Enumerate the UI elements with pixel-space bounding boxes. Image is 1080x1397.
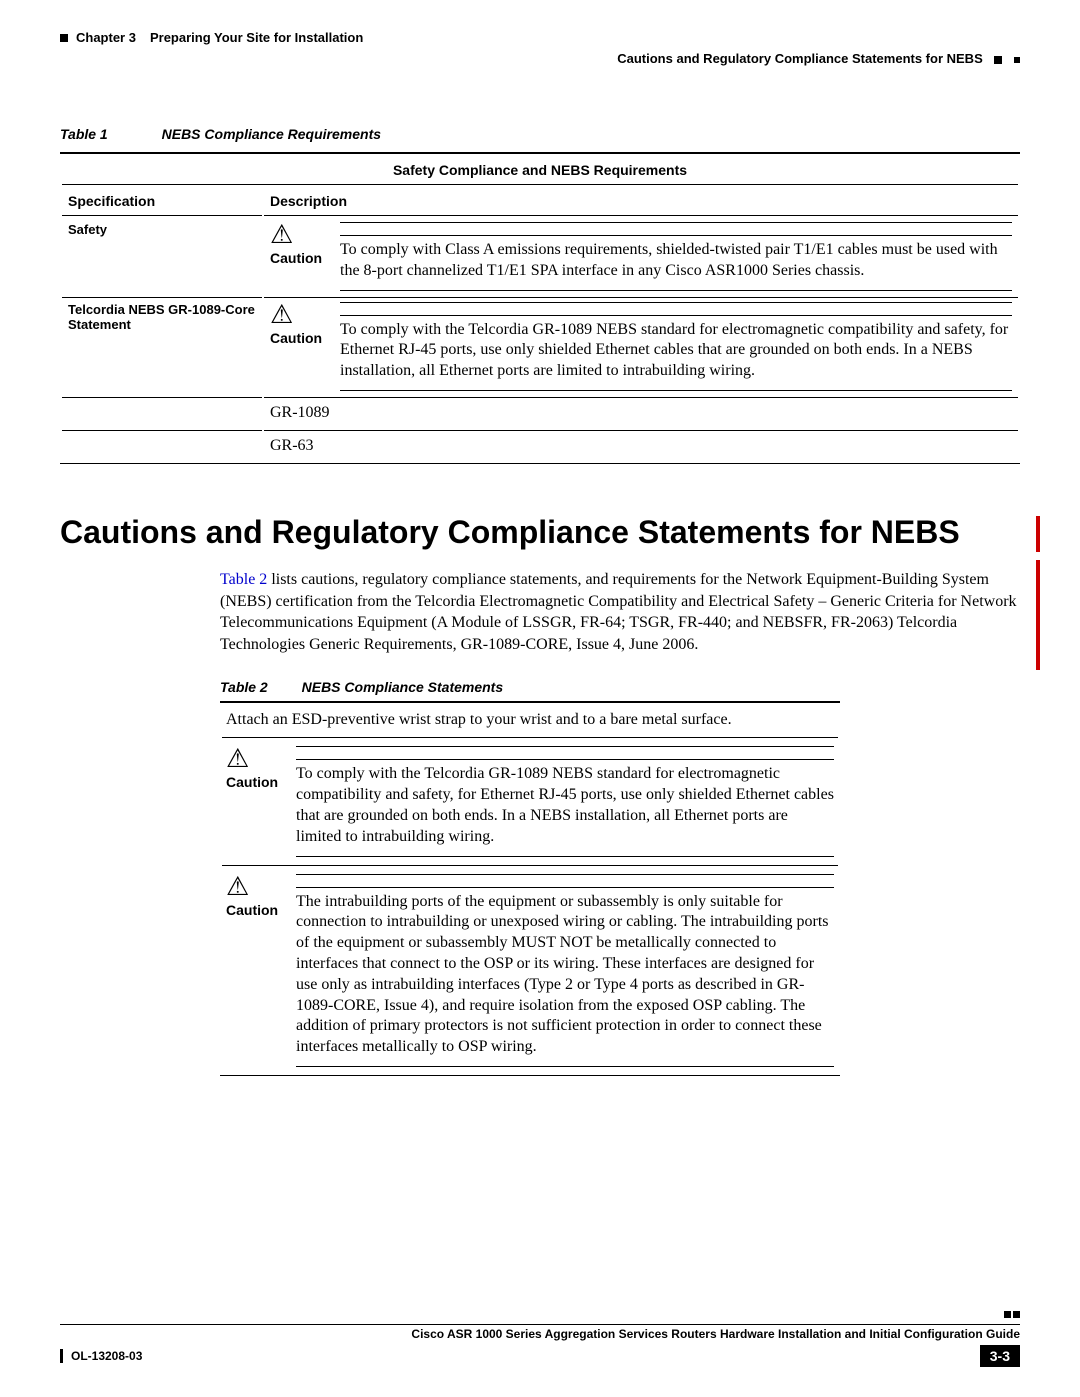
caution-text: To comply with the Telcordia GR-1089 NEB…: [340, 320, 1012, 382]
footer-doc-title: Cisco ASR 1000 Series Aggregation Servic…: [60, 1324, 1020, 1341]
footer-bar-icon: [60, 1349, 63, 1363]
table2: Attach an ESD-preventive wrist strap to …: [220, 701, 840, 1076]
chapter-title: Preparing Your Site for Installation: [150, 30, 363, 45]
caution-text: To comply with the Telcordia GR-1089 NEB…: [296, 764, 834, 847]
table2-title: NEBS Compliance Statements: [302, 679, 504, 695]
change-bar: [1036, 560, 1040, 670]
table2-caption: Table 2 NEBS Compliance Statements: [220, 679, 1020, 695]
caution-text: The intrabuilding ports of the equipment…: [296, 892, 834, 1058]
caution-block: ⚠ Caution The intrabuilding ports of the…: [226, 874, 834, 1067]
caution-label: Caution: [226, 902, 296, 918]
header-square-icon: [994, 56, 1002, 64]
intro-text: lists cautions, regulatory compliance st…: [220, 571, 1017, 653]
caution-label: Caution: [226, 774, 296, 790]
page-number: 3-3: [980, 1345, 1020, 1367]
table2-link[interactable]: Table 2: [220, 571, 267, 588]
intro-paragraph: Table 2 lists cautions, regulatory compl…: [220, 569, 1020, 655]
table2-number: Table 2: [220, 679, 268, 695]
table1-r1-spec: Safety: [62, 218, 262, 295]
caution-text: To comply with Class A emissions require…: [340, 240, 1012, 282]
warning-icon: ⚠: [226, 874, 296, 900]
page-footer: Cisco ASR 1000 Series Aggregation Servic…: [60, 1305, 1020, 1367]
table2-row1: Attach an ESD-preventive wrist strap to …: [222, 705, 838, 735]
table1-caption: Table 1 NEBS Compliance Requirements: [60, 126, 1020, 142]
change-bar: [1036, 516, 1040, 552]
caution-block: ⚠ Caution To comply with the Telcordia G…: [226, 746, 834, 856]
table1-super-header: Safety Compliance and NEBS Requirements: [62, 156, 1018, 185]
table1-number: Table 1: [60, 126, 108, 142]
caution-block: ⚠ Caution To comply with Class A emissio…: [270, 222, 1012, 291]
page-header-left: Chapter 3 Preparing Your Site for Instal…: [60, 30, 1020, 45]
page-header-right: Cautions and Regulatory Compliance State…: [60, 51, 1020, 66]
header-square-icon: [1014, 57, 1020, 63]
table1: Safety Compliance and NEBS Requirements …: [60, 152, 1020, 464]
table1-r2-spec: Telcordia NEBS GR-1089-Core Statement: [62, 297, 262, 395]
caution-label: Caution: [270, 250, 340, 266]
warning-icon: ⚠: [226, 746, 296, 772]
warning-icon: ⚠: [270, 302, 340, 328]
table1-title: NEBS Compliance Requirements: [162, 126, 381, 142]
table1-col2-header: Description: [264, 187, 1018, 216]
section-heading: Cautions and Regulatory Compliance State…: [60, 514, 1020, 551]
table1-r3: GR-1089: [264, 397, 1018, 428]
chapter-number: Chapter 3: [76, 30, 136, 45]
warning-icon: ⚠: [270, 222, 340, 248]
section-title: Cautions and Regulatory Compliance State…: [617, 51, 983, 66]
caution-block: ⚠ Caution To comply with the Telcordia G…: [270, 302, 1012, 391]
table1-r4: GR-63: [264, 430, 1018, 461]
header-square-icon: [60, 34, 68, 42]
caution-label: Caution: [270, 330, 340, 346]
table1-col1-header: Specification: [62, 187, 262, 216]
footer-doc-id: OL-13208-03: [71, 1349, 142, 1363]
